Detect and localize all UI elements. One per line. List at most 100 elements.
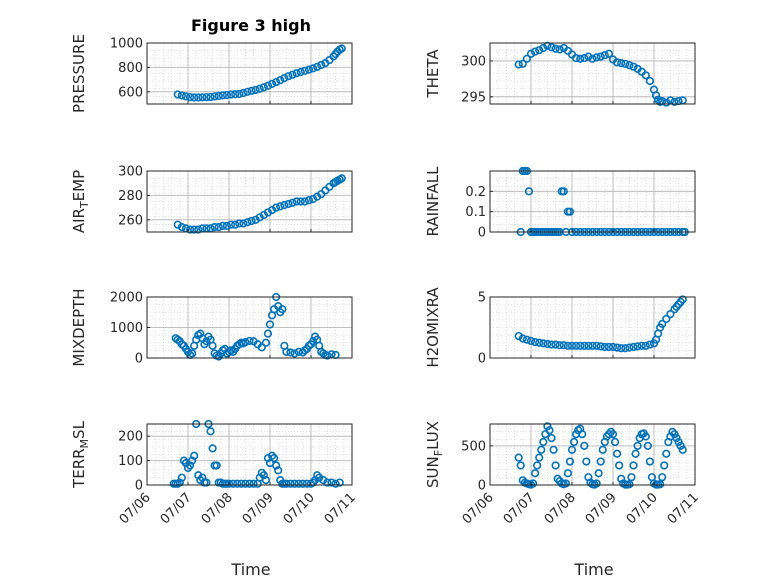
data-point bbox=[670, 97, 679, 106]
data-points bbox=[171, 292, 340, 361]
data-point bbox=[288, 70, 297, 79]
data-point bbox=[547, 43, 556, 52]
data-point bbox=[206, 427, 215, 436]
data-point bbox=[582, 457, 591, 466]
data-point bbox=[600, 342, 609, 352]
data-point bbox=[547, 340, 556, 349]
data-point bbox=[226, 220, 236, 229]
data-point bbox=[543, 422, 552, 431]
data-point bbox=[533, 461, 542, 470]
data-points bbox=[514, 295, 687, 353]
data-point bbox=[580, 53, 589, 63]
data-point bbox=[335, 478, 344, 487]
data-point bbox=[196, 329, 205, 338]
data-point bbox=[224, 479, 234, 488]
x-tick-label: 07/08 bbox=[199, 490, 236, 527]
axes-box bbox=[146, 42, 353, 105]
data-point bbox=[177, 91, 186, 100]
data-point bbox=[284, 72, 293, 81]
data-point bbox=[555, 45, 564, 54]
data-point bbox=[584, 341, 593, 350]
data-point bbox=[615, 461, 624, 470]
y-tick-label: 0 bbox=[135, 352, 143, 367]
data-point bbox=[210, 223, 219, 232]
data-point bbox=[641, 341, 650, 350]
data-point bbox=[604, 342, 614, 352]
data-points bbox=[514, 422, 687, 489]
data-point bbox=[621, 344, 630, 353]
data-point bbox=[317, 60, 326, 70]
y-tick-label: 600 bbox=[118, 85, 143, 100]
data-point bbox=[249, 479, 258, 488]
data-point bbox=[522, 54, 532, 63]
y-tick-label: 200 bbox=[118, 430, 143, 445]
subplot-pressure: 600 800 1000 PRESSURE bbox=[70, 34, 353, 113]
data-point bbox=[255, 84, 264, 93]
y-tick-label: 0 bbox=[135, 479, 143, 494]
y-tick-label: 0 bbox=[478, 352, 486, 367]
data-point bbox=[229, 479, 238, 488]
y-tick-label: 0 bbox=[478, 226, 486, 241]
axes-box bbox=[146, 423, 353, 486]
data-point bbox=[545, 426, 554, 435]
data-point bbox=[625, 61, 634, 70]
data-point bbox=[645, 457, 655, 466]
axes-box bbox=[489, 423, 696, 486]
data-point bbox=[188, 456, 197, 465]
data-point bbox=[666, 309, 675, 319]
data-point bbox=[610, 437, 620, 447]
data-point bbox=[210, 92, 219, 101]
axes-box bbox=[489, 42, 696, 105]
data-point bbox=[658, 319, 667, 328]
data-point bbox=[208, 444, 217, 453]
data-point bbox=[633, 342, 642, 351]
data-point bbox=[617, 58, 626, 68]
data-point bbox=[539, 43, 548, 53]
data-point bbox=[300, 66, 309, 75]
data-point bbox=[222, 221, 232, 230]
subplot-mixdepth: 0 1000 2000 MIXDEPTH bbox=[70, 288, 353, 367]
data-point bbox=[645, 340, 655, 349]
data-point bbox=[539, 339, 548, 348]
data-point bbox=[567, 445, 577, 454]
data-point bbox=[672, 433, 681, 443]
data-point bbox=[290, 349, 299, 358]
data-point bbox=[625, 480, 634, 489]
data-point bbox=[331, 479, 340, 488]
data-point bbox=[670, 430, 679, 439]
x-tick-label: 07/11 bbox=[665, 490, 702, 527]
data-point bbox=[526, 336, 536, 346]
data-point bbox=[569, 437, 579, 447]
data-point bbox=[304, 65, 314, 74]
data-point bbox=[514, 60, 523, 69]
x-tick-label: 07/09 bbox=[583, 490, 620, 527]
data-point bbox=[247, 216, 256, 226]
data-point bbox=[202, 478, 211, 487]
data-point bbox=[241, 338, 250, 347]
data-point bbox=[282, 479, 291, 488]
data-point bbox=[198, 93, 207, 102]
data-point bbox=[276, 202, 285, 211]
data-point bbox=[272, 77, 281, 87]
data-point bbox=[526, 49, 536, 58]
data-point bbox=[612, 449, 622, 458]
data-point bbox=[551, 44, 560, 53]
data-point bbox=[530, 47, 540, 56]
data-point bbox=[226, 90, 236, 99]
y-axis-label: TERRMSL bbox=[70, 420, 91, 489]
data-point bbox=[629, 461, 638, 470]
axes-box bbox=[489, 296, 696, 359]
x-tick-label: 07/07 bbox=[158, 490, 195, 527]
data-point bbox=[535, 338, 544, 347]
data-point bbox=[641, 71, 650, 80]
data-points bbox=[169, 419, 344, 488]
data-point bbox=[580, 441, 589, 450]
data-point bbox=[294, 479, 303, 488]
data-point bbox=[212, 461, 221, 470]
data-point bbox=[662, 98, 671, 107]
subplot-rainfall: 0 0.1 0.2 RAINFALL bbox=[424, 166, 696, 241]
data-point bbox=[243, 218, 252, 227]
data-point bbox=[190, 93, 199, 102]
data-point bbox=[551, 461, 560, 470]
data-point bbox=[235, 89, 244, 99]
